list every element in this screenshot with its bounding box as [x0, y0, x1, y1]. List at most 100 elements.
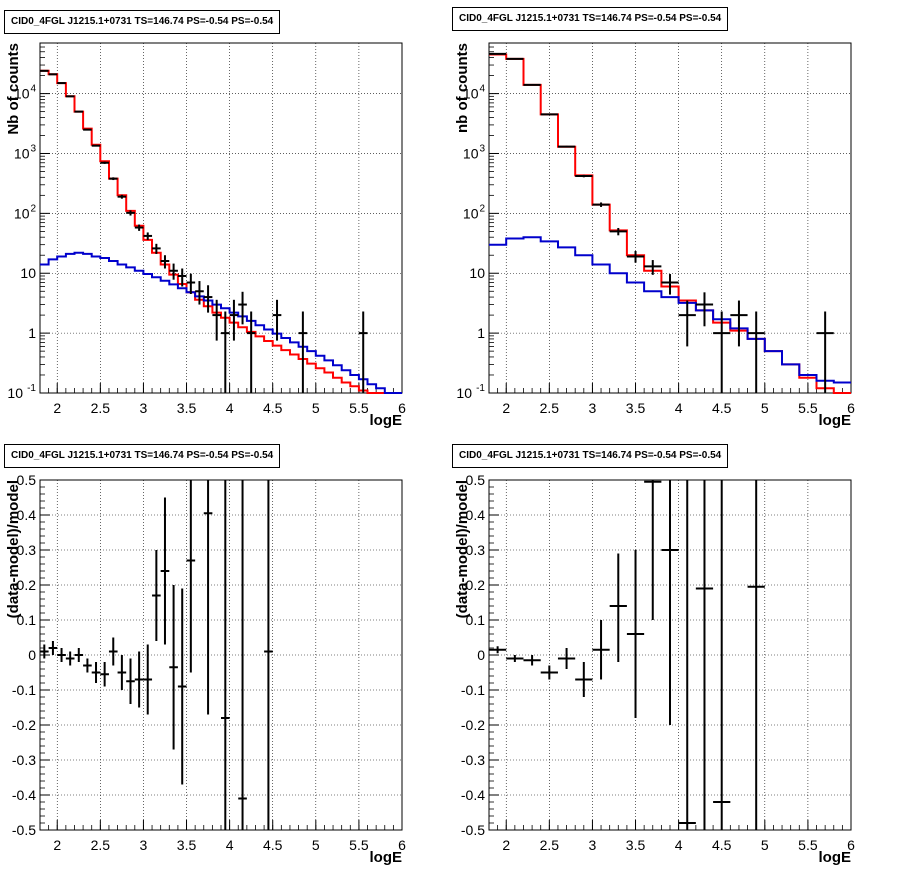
data-point [134, 224, 144, 231]
data-point [169, 263, 178, 280]
data-point [678, 300, 696, 347]
y-tick-exponent: 4 [479, 84, 485, 95]
y-tick-label: 10 [14, 145, 30, 161]
y-tick-label: -0.2 [461, 717, 485, 733]
data-point [40, 644, 49, 659]
data-point [203, 285, 213, 313]
y-tick-label: 10 [463, 86, 479, 102]
data-point [221, 311, 230, 393]
y-tick-label: 1 [477, 325, 485, 341]
x-axis-title: logE [370, 412, 403, 429]
y-tick-exponent: 3 [479, 143, 485, 154]
data-point [575, 174, 593, 178]
y-tick-label: 10 [463, 205, 479, 221]
y-axis-title: (data-model)/model [454, 480, 471, 618]
x-tick-label: 3 [140, 400, 148, 416]
data-point [557, 145, 576, 148]
x-tick-label: 2.5 [91, 837, 111, 853]
x-axis-title: logE [819, 849, 852, 866]
x-tick-label: 4.5 [263, 837, 283, 853]
x-tick-label: 2.5 [540, 400, 560, 416]
y-tick-label: 0.2 [466, 577, 486, 593]
data-point [592, 202, 610, 207]
data-point [747, 311, 765, 393]
x-axis-title: logE [370, 849, 403, 866]
data-point [169, 585, 178, 750]
y-tick-label: 0.1 [466, 612, 486, 628]
x-tick-label: 5 [761, 400, 769, 416]
x-tick-label: 4 [226, 400, 234, 416]
y-tick-label: -0.5 [461, 822, 485, 838]
data-point [238, 480, 247, 830]
y-tick-label: 0.5 [17, 472, 37, 488]
y-tick-label: 10 [7, 385, 23, 401]
y-tick-exponent: 3 [30, 143, 36, 154]
x-tick-label: 2 [53, 837, 61, 853]
series-line-1 [489, 236, 851, 384]
y-tick-label: 10 [463, 145, 479, 161]
x-tick-label: 3.5 [177, 400, 197, 416]
y-tick-label: 10 [14, 86, 30, 102]
data-point [83, 658, 92, 673]
data-point [48, 73, 58, 76]
data-point [272, 299, 282, 341]
data-point [523, 83, 541, 86]
data-point [592, 620, 610, 680]
data-point [644, 260, 662, 275]
chart-title: CID0_4FGL J1215.1+0731 TS=146.74 PS=-0.5… [452, 444, 729, 468]
data-point [177, 588, 187, 785]
y-tick-exponent: 2 [479, 203, 485, 214]
data-point [57, 82, 66, 85]
x-tick-label: 2 [53, 400, 61, 416]
data-point [816, 311, 834, 393]
data-point [117, 194, 127, 199]
data-point [609, 227, 627, 236]
chart-title: CID0_4FGL J1215.1+0731 TS=146.74 PS=-0.5… [4, 444, 281, 468]
chart-title: CID0_4FGL J1215.1+0731 TS=146.74 PS=-0.5… [4, 10, 281, 34]
data-point [186, 480, 196, 673]
data-point [221, 480, 230, 830]
y-tick-label: 0 [28, 647, 36, 663]
y-tick-label: -0.3 [12, 752, 36, 768]
data-point [540, 113, 558, 116]
data-point [695, 292, 714, 327]
y-tick-label: -0.1 [461, 682, 485, 698]
data-point [152, 243, 161, 254]
x-tick-label: 4.5 [712, 400, 732, 416]
y-tick-label: -0.1 [12, 682, 36, 698]
x-tick-label: 6 [398, 837, 406, 853]
data-point [100, 161, 109, 164]
data-point [143, 232, 153, 240]
y-tick-label: 0.4 [466, 507, 486, 523]
data-point [117, 655, 127, 690]
x-tick-label: 4 [675, 400, 683, 416]
data-point [74, 648, 84, 662]
data-point [557, 648, 576, 669]
y-tick-label: -0.5 [12, 822, 36, 838]
data-point [143, 644, 153, 715]
y-tick-exponent: -1 [27, 383, 36, 394]
data-point [65, 95, 75, 98]
data-point [160, 255, 170, 269]
y-tick-label: -0.2 [12, 717, 36, 733]
data-point [730, 300, 748, 347]
x-tick-label: 3 [589, 837, 597, 853]
data-point [91, 144, 101, 147]
data-point [134, 651, 144, 708]
x-tick-label: 5.5 [798, 837, 818, 853]
series-line-1 [40, 251, 402, 394]
data-point [358, 311, 368, 393]
y-tick-label: 10 [456, 385, 472, 401]
data-point [626, 550, 645, 718]
plot-frame [39, 42, 403, 394]
y-axis-title: (data-model)/model [5, 480, 22, 618]
x-tick-label: 4.5 [263, 400, 283, 416]
data-point [678, 480, 696, 830]
x-tick-label: 6 [847, 837, 855, 853]
x-tick-label: 2 [502, 837, 510, 853]
y-tick-label: -0.3 [461, 752, 485, 768]
x-tick-label: 5 [761, 837, 769, 853]
data-point [74, 110, 84, 113]
